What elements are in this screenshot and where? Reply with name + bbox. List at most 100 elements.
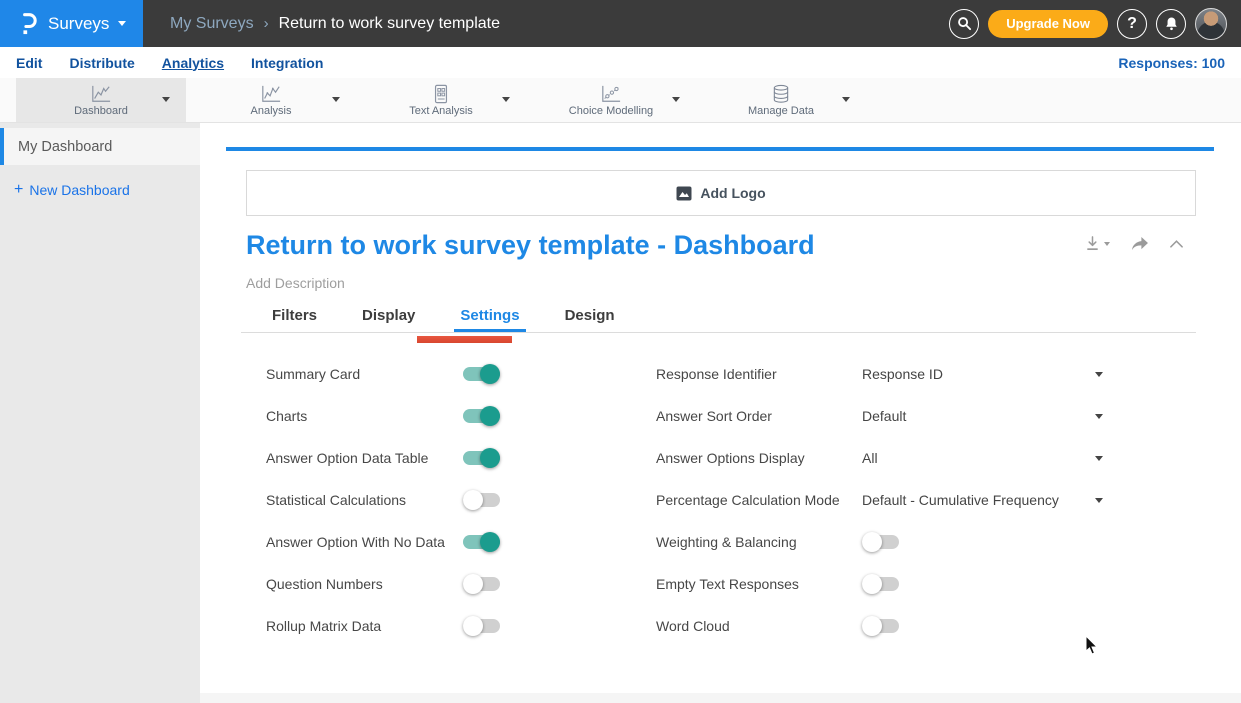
upgrade-button[interactable]: Upgrade Now [988,9,1108,38]
toolbar-item-analysis[interactable]: Analysis [186,78,356,122]
toggle-summary-card[interactable] [463,364,500,384]
setting-label: Charts [266,408,308,424]
dashboard-sidebar: My Dashboard + New Dashboard [0,123,200,703]
setting-label: Statistical Calculations [266,492,407,508]
top-header: Surveys My Surveys › Return to work surv… [0,0,1241,47]
tab-display[interactable]: Display [362,307,416,324]
line-chart-icon [92,85,111,102]
setting-label: Response Identifier [656,366,777,382]
toggle-question-numbers[interactable] [463,574,500,594]
chevron-down-icon [1095,455,1103,461]
nav-item-distribute[interactable]: Distribute [69,54,135,71]
chevron-down-icon [1095,371,1103,377]
sidebar-item-my-dashboard[interactable]: My Dashboard [0,128,200,165]
chevron-down-icon[interactable] [842,97,850,102]
text-grid-icon [434,84,448,103]
product-switcher[interactable]: Surveys [0,0,143,47]
annotation-marker [417,336,512,343]
toolbar-item-dashboard[interactable]: Dashboard [16,78,186,122]
tab-filters[interactable]: Filters [272,307,318,324]
setting-label: Word Cloud [656,618,730,634]
toggle-charts[interactable] [463,406,500,426]
toggle-rollup-matrix-data[interactable] [463,616,500,636]
dashboard-tabs: Filters Display Settings Design [241,307,1196,333]
header-actions: Upgrade Now ? [949,7,1241,40]
scatter-chart-icon [602,85,621,102]
toolbar-item-label: Manage Data [747,104,815,117]
questionpro-p-icon [23,12,37,34]
analytics-toolbar: Dashboard Analysis Text Analysis [0,78,1241,123]
setting-label: Answer Options Display [656,450,805,466]
toolbar-item-label: Dashboard [74,104,128,117]
chevron-down-icon[interactable] [502,97,510,102]
add-logo-button[interactable]: Add Logo [246,170,1196,216]
setting-label: Rollup Matrix Data [266,618,382,634]
select-answer-sort-order[interactable]: Default [862,408,1103,424]
chevron-down-icon[interactable] [162,97,170,102]
image-icon [676,186,692,200]
toolbar-item-text-analysis[interactable]: Text Analysis [356,78,526,122]
chevron-down-icon [1095,413,1103,419]
help-button[interactable]: ? [1117,8,1147,39]
toolbar-item-manage-data[interactable]: Manage Data [696,78,866,122]
add-description-field[interactable]: Add Description [246,275,345,291]
download-button[interactable] [1084,235,1110,252]
download-icon [1087,236,1098,251]
setting-label: Percentage Calculation Mode [656,492,840,508]
database-icon [773,84,789,103]
select-answer-options-display[interactable]: All [862,450,1103,466]
accent-bar [226,147,1214,151]
toolbar-item-choice-modelling[interactable]: Choice Modelling [526,78,696,122]
chevron-down-icon[interactable] [332,97,340,102]
page-title: Return to work survey template - Dashboa… [246,230,815,260]
select-response-identifier[interactable]: Response ID [862,366,1103,382]
toggle-word-cloud[interactable] [862,616,899,636]
breadcrumb: My Surveys › Return to work survey templ… [170,15,500,33]
breadcrumb-my-surveys[interactable]: My Surveys [170,14,254,32]
nav-item-analytics[interactable]: Analytics [161,54,225,71]
setting-label: Answer Option With No Data [266,534,445,550]
breadcrumb-current: Return to work survey template [278,14,500,32]
search-icon [957,17,971,31]
toolbar-item-label: Analysis [250,104,292,117]
search-button[interactable] [949,8,980,39]
chevron-down-icon [1095,497,1103,503]
breadcrumb-separator: › [263,15,269,32]
toolbar-item-label: Text Analysis [409,104,473,117]
dashboard-content: Add Logo Return to work survey template … [200,123,1241,693]
chevron-up-icon [1170,239,1183,248]
chevron-down-icon[interactable] [672,97,680,102]
chevron-down-icon [118,21,127,26]
question-mark-icon: ? [1127,14,1137,32]
new-dashboard-button[interactable]: + New Dashboard [14,181,200,199]
nav-item-edit[interactable]: Edit [16,54,43,71]
toggle-answer-option-with-no-data[interactable] [463,532,500,552]
new-dashboard-label: New Dashboard [29,182,130,198]
plus-icon: + [14,181,24,198]
toggle-weighting-balancing[interactable] [862,532,899,552]
line-chart-icon [262,85,281,102]
share-icon [1131,236,1148,250]
tab-design[interactable]: Design [564,307,615,324]
product-name: Surveys [48,13,110,33]
toggle-answer-option-data-table[interactable] [463,448,500,468]
bell-icon [1165,17,1177,31]
chevron-down-icon [1104,241,1110,246]
share-button[interactable] [1130,236,1149,252]
setting-label: Question Numbers [266,576,383,592]
setting-label: Summary Card [266,366,361,382]
avatar[interactable] [1195,7,1227,40]
responses-count: Responses: 100 [1118,54,1225,71]
tab-settings[interactable]: Settings [454,307,526,332]
notifications-button[interactable] [1156,8,1186,39]
select-percentage-calculation-mode[interactable]: Default - Cumulative Frequency [862,492,1103,508]
setting-label: Weighting & Balancing [656,534,797,550]
setting-label: Answer Option Data Table [266,450,429,466]
toggle-empty-text-responses[interactable] [862,574,899,594]
survey-nav: Edit Distribute Analytics Integration Re… [0,47,1241,78]
add-logo-label: Add Logo [700,185,766,201]
nav-item-integration[interactable]: Integration [251,54,324,71]
collapse-button[interactable] [1169,239,1184,249]
toggle-statistical-calculations[interactable] [463,490,500,510]
